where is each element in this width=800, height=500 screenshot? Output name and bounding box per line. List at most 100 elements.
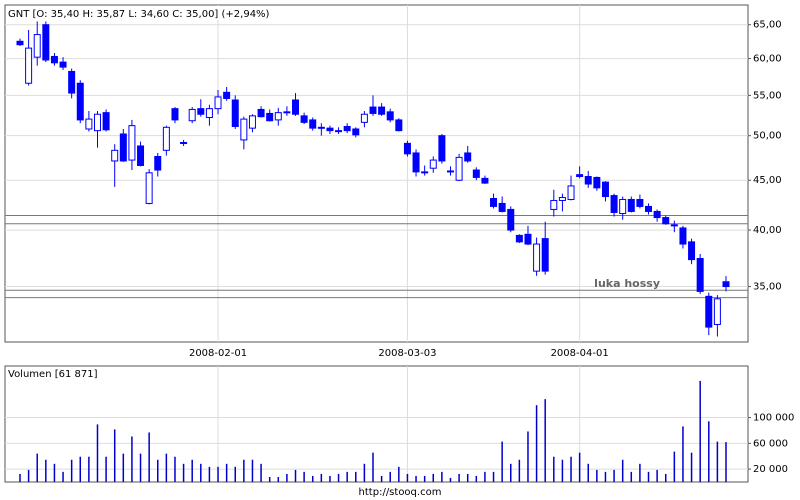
volume-bar (217, 466, 219, 482)
candle-body (481, 177, 489, 184)
candle-body (128, 125, 136, 161)
volume-bar (510, 463, 512, 482)
volume-bar (225, 463, 228, 482)
candle-body (636, 198, 644, 207)
candle-body (274, 112, 282, 121)
volume-bar (682, 426, 684, 482)
volume-bar (423, 475, 426, 482)
candle-body (248, 115, 256, 129)
title-bg (6, 6, 276, 20)
volume-bar (708, 421, 710, 482)
volume-bar (415, 475, 417, 482)
volume-bar (604, 471, 607, 482)
volume-bar (664, 473, 667, 482)
candle-body (257, 108, 265, 118)
candle-body (429, 159, 437, 169)
volume-bar (165, 453, 168, 482)
candle-body (524, 233, 532, 245)
volume-bar (27, 469, 30, 482)
candle-body (119, 133, 127, 162)
candle-body (300, 115, 308, 123)
candle-body (670, 224, 678, 227)
volume-bar (544, 399, 546, 482)
price-panel (4, 4, 749, 343)
volume-bar (96, 424, 99, 482)
volume-bar (79, 456, 82, 482)
candle-body (154, 155, 162, 171)
candle-body (645, 205, 653, 212)
candle-body (231, 99, 239, 127)
volume-bar (621, 459, 624, 482)
candle-body (507, 208, 515, 231)
candle-body (378, 106, 386, 115)
candle-body (111, 149, 119, 162)
candle-body (50, 55, 58, 64)
candle-body (223, 91, 231, 99)
candle-body (627, 198, 635, 212)
candle-body (446, 170, 454, 173)
volume-panel (4, 365, 749, 483)
candle-body (214, 96, 222, 110)
volume-bar (62, 471, 64, 482)
candle-body (16, 40, 24, 46)
volume-bar (191, 459, 193, 482)
candle-body (343, 125, 351, 132)
candle-body (205, 108, 213, 118)
candle-body (162, 126, 170, 151)
volume-bar (70, 459, 73, 482)
candle-body (85, 118, 93, 130)
candle-body (352, 128, 360, 136)
volume-bar (570, 456, 572, 482)
volume-bar (690, 452, 693, 482)
volume-bar (200, 463, 202, 482)
volume-bar (355, 471, 357, 482)
y-tick-label: 60,00 (753, 54, 782, 65)
candle-body (576, 174, 584, 178)
candle-body (283, 111, 291, 114)
x-tick-label: 2008-03-03 (378, 348, 436, 359)
candle-body (412, 152, 420, 173)
candle-body (266, 112, 274, 122)
candle-body (601, 181, 609, 198)
volume-bar (182, 463, 185, 482)
candle-body (240, 118, 248, 141)
candle-body (464, 152, 472, 162)
volume-bar (19, 473, 21, 482)
candle-body (541, 238, 549, 272)
volume-bar (647, 471, 650, 482)
candle-body (593, 176, 601, 189)
volume-bar (337, 473, 340, 482)
candle-body (76, 82, 84, 121)
annotation: luka hossy (594, 277, 660, 290)
candle-body (558, 197, 566, 201)
y-tick-label: 45,00 (753, 175, 782, 186)
volume-bar (346, 471, 348, 482)
volume-bar (88, 456, 90, 482)
volume-bar (441, 471, 443, 482)
candle-body (515, 234, 523, 243)
candle-body (137, 145, 145, 166)
candle-body (421, 171, 429, 174)
candle-body (317, 126, 325, 129)
volume-bar (725, 442, 727, 482)
candle-body (180, 142, 188, 145)
volume-bar (406, 473, 409, 482)
y-tick-label: 55,00 (753, 90, 782, 101)
candle-body (68, 70, 76, 94)
y-tick-label: 65,00 (753, 20, 782, 31)
candle-body (360, 113, 368, 123)
volume-bar (148, 432, 150, 482)
candle-body (584, 176, 592, 185)
volume-bar (398, 466, 400, 482)
volume-bar (363, 463, 366, 482)
volume-bar (303, 471, 305, 482)
volume-bar (251, 459, 254, 482)
volume-bar (311, 475, 314, 482)
volume-bar (492, 471, 495, 482)
candle-body (550, 199, 558, 210)
volume-bar (105, 456, 107, 482)
volume-bar (656, 469, 658, 482)
candle-body (42, 24, 50, 61)
volume-bar (294, 469, 297, 482)
